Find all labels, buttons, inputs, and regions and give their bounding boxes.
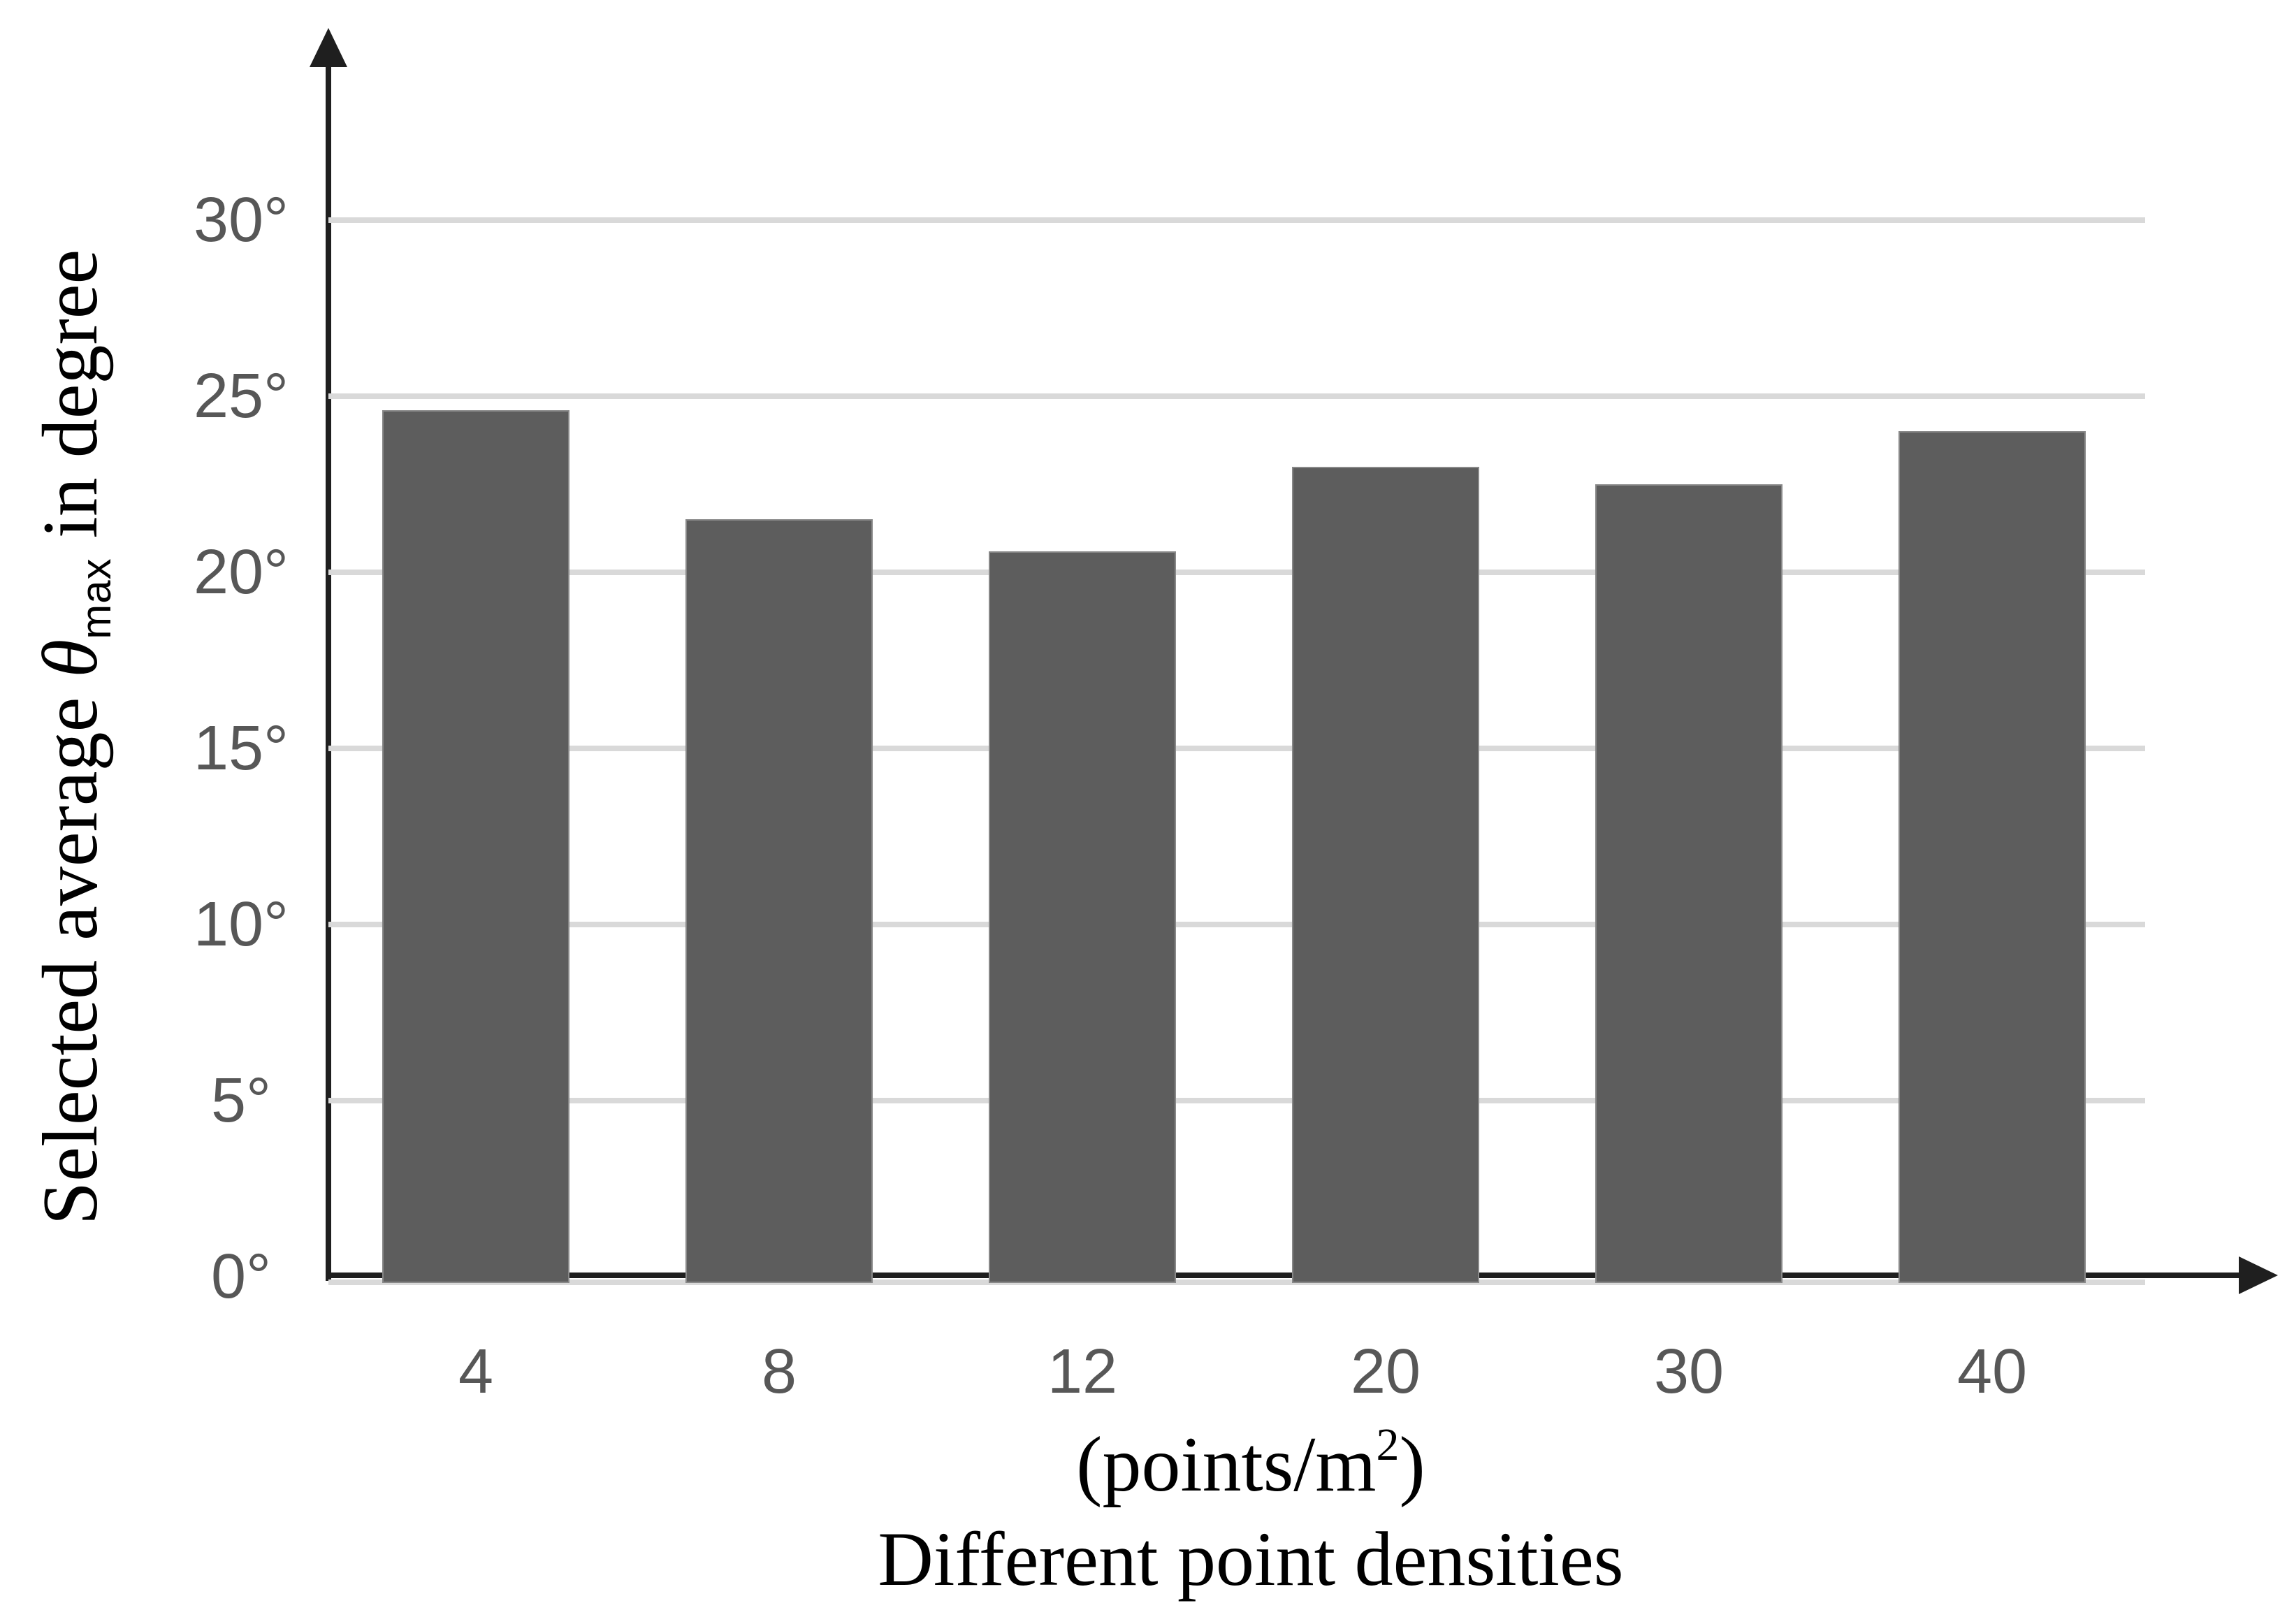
y-tick-label-10: 10° [193, 890, 289, 959]
gridline-20 [328, 570, 2145, 575]
bar-4 [382, 410, 569, 1283]
x-axis-line [326, 1273, 2242, 1278]
x-axis-unit-suffix: ) [1399, 1421, 1425, 1508]
gridline-0 [328, 1279, 2145, 1285]
x-tick-label-8: 8 [761, 1337, 797, 1407]
x-axis-unit-label: (points/m2) [552, 1419, 1950, 1510]
y-tick-label-30: 30° [193, 185, 289, 255]
theta-symbol: θ [27, 639, 114, 678]
theta-subscript: max [73, 558, 119, 639]
x-tick-label-12: 12 [1047, 1337, 1118, 1407]
y-tick-label-0: 0° [210, 1242, 272, 1312]
x-axis-title: Different point densities [878, 1516, 1624, 1602]
gridline-5 [328, 1098, 2145, 1103]
x-axis-unit-superscript: 2 [1376, 1419, 1400, 1470]
bar-30 [1595, 484, 1783, 1283]
x-tick-label-40: 40 [1956, 1337, 2028, 1407]
gridline-30 [328, 217, 2145, 223]
x-axis-unit-prefix: (points/m [1076, 1421, 1377, 1508]
y-axis-line [326, 63, 331, 1281]
y-tick-label-25: 25° [193, 361, 289, 431]
gridline-15 [328, 746, 2145, 751]
bar-40 [1898, 431, 2086, 1283]
x-tick-label-30: 30 [1653, 1337, 1725, 1407]
y-axis-arrow-up-icon [310, 28, 347, 67]
y-tick-label-15: 15° [193, 713, 289, 783]
x-axis-arrow-right-icon [2239, 1256, 2278, 1294]
bar-12 [989, 551, 1176, 1283]
bar-8 [685, 519, 873, 1283]
y-axis-title: Selected average θmax in degree [26, 38, 131, 1436]
gridline-25 [328, 393, 2145, 399]
bar-20 [1292, 466, 1479, 1283]
y-tick-label-20: 20° [193, 537, 289, 607]
x-tick-label-20: 20 [1350, 1337, 1421, 1407]
y-axis-title-prefix: Selected average [27, 677, 114, 1226]
x-tick-label-4: 4 [458, 1337, 494, 1407]
y-axis-title-suffix: in degree [27, 249, 114, 558]
y-tick-label-5: 5° [210, 1066, 272, 1136]
gridline-10 [328, 922, 2145, 927]
